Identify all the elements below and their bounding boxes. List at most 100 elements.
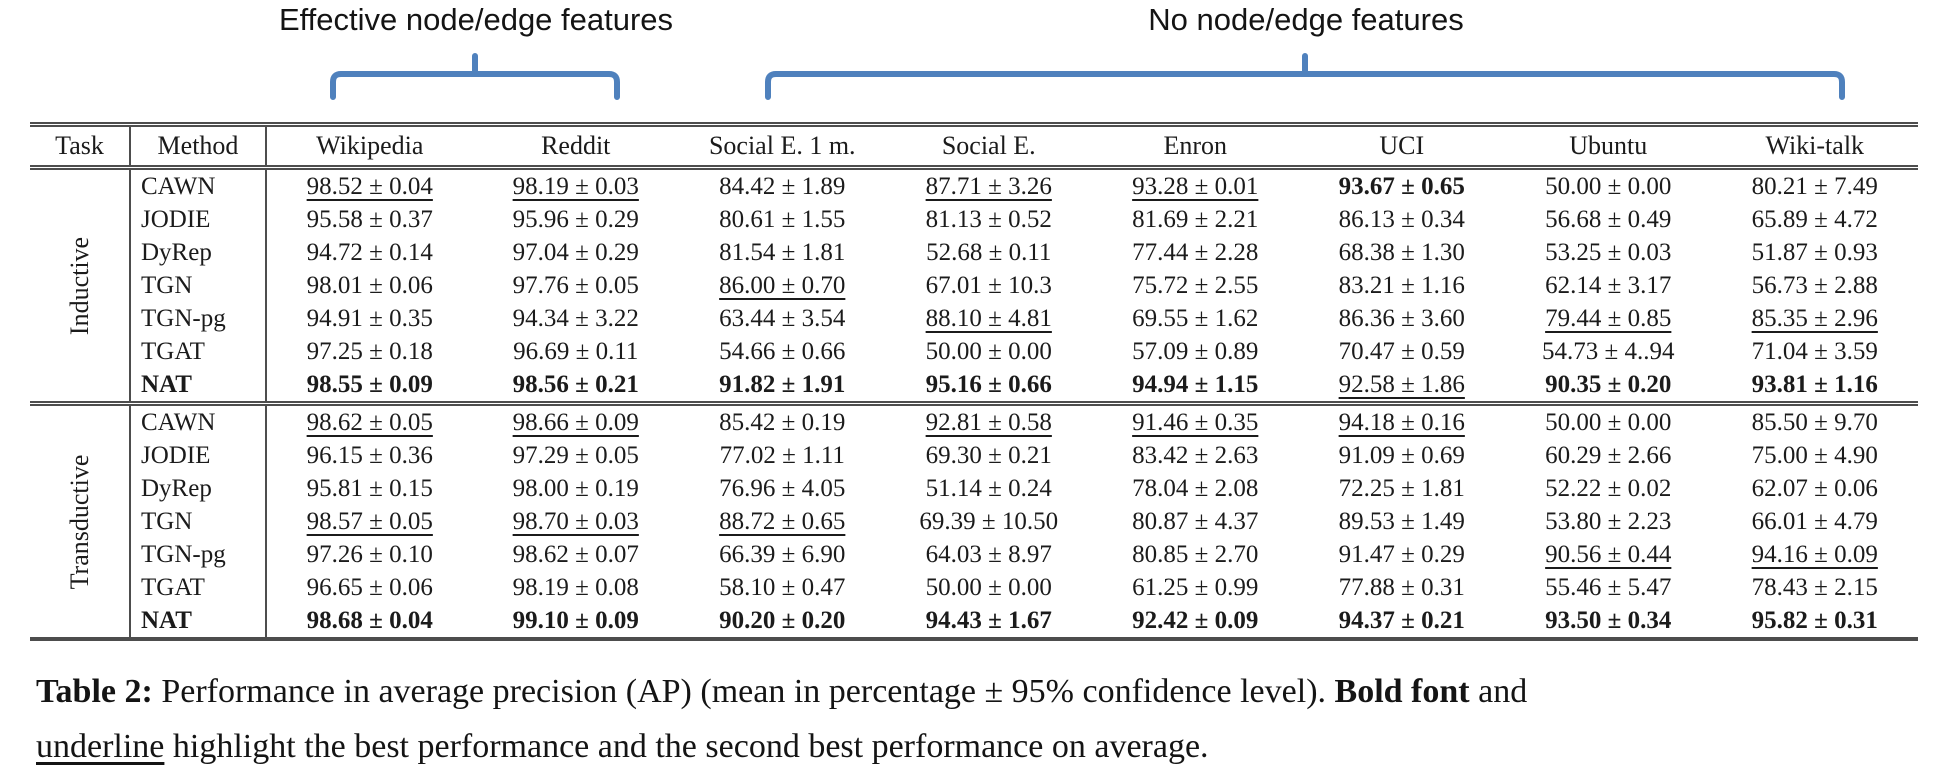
value-cell: 97.04 ± 0.29 <box>512 238 639 266</box>
method-cell: JODIE <box>130 203 267 236</box>
value-cell: 97.29 ± 0.05 <box>512 441 639 469</box>
caption-text: underline <box>36 728 165 766</box>
caption-text: highlight the best performance and the s… <box>164 728 1209 766</box>
value-cell: 86.13 ± 0.34 <box>1338 205 1465 233</box>
value-cell: 62.07 ± 0.06 <box>1751 474 1878 502</box>
method-cell: TGN-pg <box>130 538 267 571</box>
value-cell: 98.56 ± 0.21 <box>512 370 639 398</box>
value-cell: 53.80 ± 2.23 <box>1545 507 1672 535</box>
value-cell: 99.10 ± 0.09 <box>512 606 639 634</box>
column-header: Enron <box>1163 131 1228 160</box>
caption-text: Performance in average precision (AP) (m… <box>152 673 1335 710</box>
method-cell: DyRep <box>130 236 267 269</box>
value-cell: 79.44 ± 0.85 <box>1545 304 1672 332</box>
left-brace-icon <box>330 53 620 100</box>
value-cell: 68.38 ± 1.30 <box>1338 238 1465 266</box>
value-cell: 98.62 ± 0.05 <box>306 408 433 436</box>
value-cell: 76.96 ± 4.05 <box>719 474 846 502</box>
value-cell: 92.42 ± 0.09 <box>1132 606 1259 634</box>
column-header: Reddit <box>541 131 611 160</box>
value-cell: 94.94 ± 1.15 <box>1132 370 1259 398</box>
right-brace-icon <box>765 53 1845 100</box>
no-features-label: No node/edge features <box>1148 2 1464 37</box>
value-cell: 69.30 ± 0.21 <box>925 441 1052 469</box>
effective-features-label: Effective node/edge features <box>278 2 674 37</box>
column-header: Social E. 1 m. <box>708 131 856 160</box>
value-cell: 98.66 ± 0.09 <box>512 408 639 436</box>
value-cell: 93.67 ± 0.65 <box>1338 172 1465 200</box>
value-cell: 87.71 ± 3.26 <box>925 172 1052 200</box>
task-label: Transductive <box>30 403 131 639</box>
value-cell: 98.57 ± 0.05 <box>306 507 433 535</box>
column-header: Ubuntu <box>1569 131 1648 160</box>
value-cell: 55.46 ± 5.47 <box>1545 573 1672 601</box>
value-cell: 97.25 ± 0.18 <box>306 337 433 365</box>
value-cell: 70.47 ± 0.59 <box>1338 337 1465 365</box>
value-cell: 56.68 ± 0.49 <box>1545 205 1672 233</box>
value-cell: 94.72 ± 0.14 <box>306 238 433 266</box>
table-row: TGN-pg 94.91 ± 0.35 94.34 ± 3.22 63.44 ± 3.… <box>30 302 1918 335</box>
value-cell: 96.69 ± 0.11 <box>513 337 639 365</box>
value-cell: 53.25 ± 0.03 <box>1545 238 1672 266</box>
value-cell: 52.68 ± 0.11 <box>926 238 1052 266</box>
value-cell: 90.35 ± 0.20 <box>1545 370 1672 398</box>
value-cell: 86.36 ± 3.60 <box>1338 304 1465 332</box>
method-cell: NAT <box>130 604 267 639</box>
value-cell: 62.14 ± 3.17 <box>1545 271 1672 299</box>
value-cell: 91.47 ± 0.29 <box>1338 540 1465 568</box>
value-cell: 66.01 ± 4.79 <box>1751 507 1878 535</box>
table-row: TGN-pg 97.26 ± 0.10 98.62 ± 0.07 66.39 ± 6.… <box>30 538 1918 571</box>
value-cell: 58.10 ± 0.47 <box>719 573 846 601</box>
value-cell: 95.58 ± 0.37 <box>306 205 433 233</box>
table-row: TGAT 97.25 ± 0.18 96.69 ± 0.11 54.66 ± 0.66… <box>30 335 1918 368</box>
transductive-group: Transductive CAWN 98.62 ± 0.05 98.66 ± 0.09… <box>30 403 1918 639</box>
method-cell: DyRep <box>130 472 267 505</box>
value-cell: 94.18 ± 0.16 <box>1338 408 1465 436</box>
value-cell: 98.52 ± 0.04 <box>306 172 433 200</box>
value-cell: 98.00 ± 0.19 <box>512 474 639 502</box>
value-cell: 57.09 ± 0.89 <box>1132 337 1259 365</box>
value-cell: 85.42 ± 0.19 <box>719 408 846 436</box>
value-cell: 98.01 ± 0.06 <box>306 271 433 299</box>
table-row: DyRep 94.72 ± 0.14 97.04 ± 0.29 81.54 ± 1.8… <box>30 236 1918 269</box>
value-cell: 77.02 ± 1.11 <box>719 441 845 469</box>
value-cell: 93.28 ± 0.01 <box>1132 172 1259 200</box>
caption-line: Table 2: Performance in average precisio… <box>36 664 1926 719</box>
value-cell: 60.29 ± 2.66 <box>1545 441 1672 469</box>
caption-line: underline highlight the best performance… <box>36 719 1926 774</box>
method-cell: TGN <box>130 505 267 538</box>
method-cell: TGN-pg <box>130 302 267 335</box>
value-cell: 94.37 ± 0.21 <box>1338 606 1465 634</box>
value-cell: 86.00 ± 0.70 <box>719 271 846 299</box>
value-cell: 75.00 ± 4.90 <box>1751 441 1878 469</box>
value-cell: 50.00 ± 0.00 <box>925 573 1052 601</box>
value-cell: 93.81 ± 1.16 <box>1751 370 1878 398</box>
value-cell: 56.73 ± 2.88 <box>1751 271 1878 299</box>
method-column-header: Method <box>130 124 267 168</box>
value-cell: 85.50 ± 9.70 <box>1751 408 1878 436</box>
value-cell: 52.22 ± 0.02 <box>1545 474 1672 502</box>
table-row: NAT 98.68 ± 0.04 99.10 ± 0.09 90.20 ± 0.20 9… <box>30 604 1918 639</box>
table-caption: Table 2: Performance in average precisio… <box>36 664 1926 774</box>
table-row: JODIE 95.58 ± 0.37 95.96 ± 0.29 80.61 ± 1.5… <box>30 203 1918 236</box>
caption-text: and <box>1469 673 1528 710</box>
value-cell: 97.26 ± 0.10 <box>306 540 433 568</box>
value-cell: 77.44 ± 2.28 <box>1132 238 1259 266</box>
value-cell: 54.66 ± 0.66 <box>719 337 846 365</box>
value-cell: 98.19 ± 0.08 <box>512 573 639 601</box>
value-cell: 83.21 ± 1.16 <box>1338 271 1465 299</box>
value-cell: 92.58 ± 1.86 <box>1338 370 1465 398</box>
table-row: DyRep 95.81 ± 0.15 98.00 ± 0.19 76.96 ± 4.0… <box>30 472 1918 505</box>
column-header: Wiki-talk <box>1765 131 1865 160</box>
value-cell: 51.14 ± 0.24 <box>925 474 1052 502</box>
value-cell: 61.25 ± 0.99 <box>1132 573 1259 601</box>
value-cell: 54.73 ± 4..94 <box>1542 337 1675 365</box>
header-row: Task Method Wikipedia Reddit Social E. 1 m… <box>30 124 1918 168</box>
value-cell: 69.55 ± 1.62 <box>1132 304 1259 332</box>
annotation-band: Effective node/edge features No node/edg… <box>0 0 1948 120</box>
table-row: Transductive CAWN 98.62 ± 0.05 98.66 ± 0.09… <box>30 403 1918 639</box>
value-cell: 81.54 ± 1.81 <box>719 238 846 266</box>
value-cell: 85.35 ± 2.96 <box>1751 304 1878 332</box>
value-cell: 80.87 ± 4.37 <box>1132 507 1259 535</box>
value-cell: 92.81 ± 0.58 <box>925 408 1052 436</box>
